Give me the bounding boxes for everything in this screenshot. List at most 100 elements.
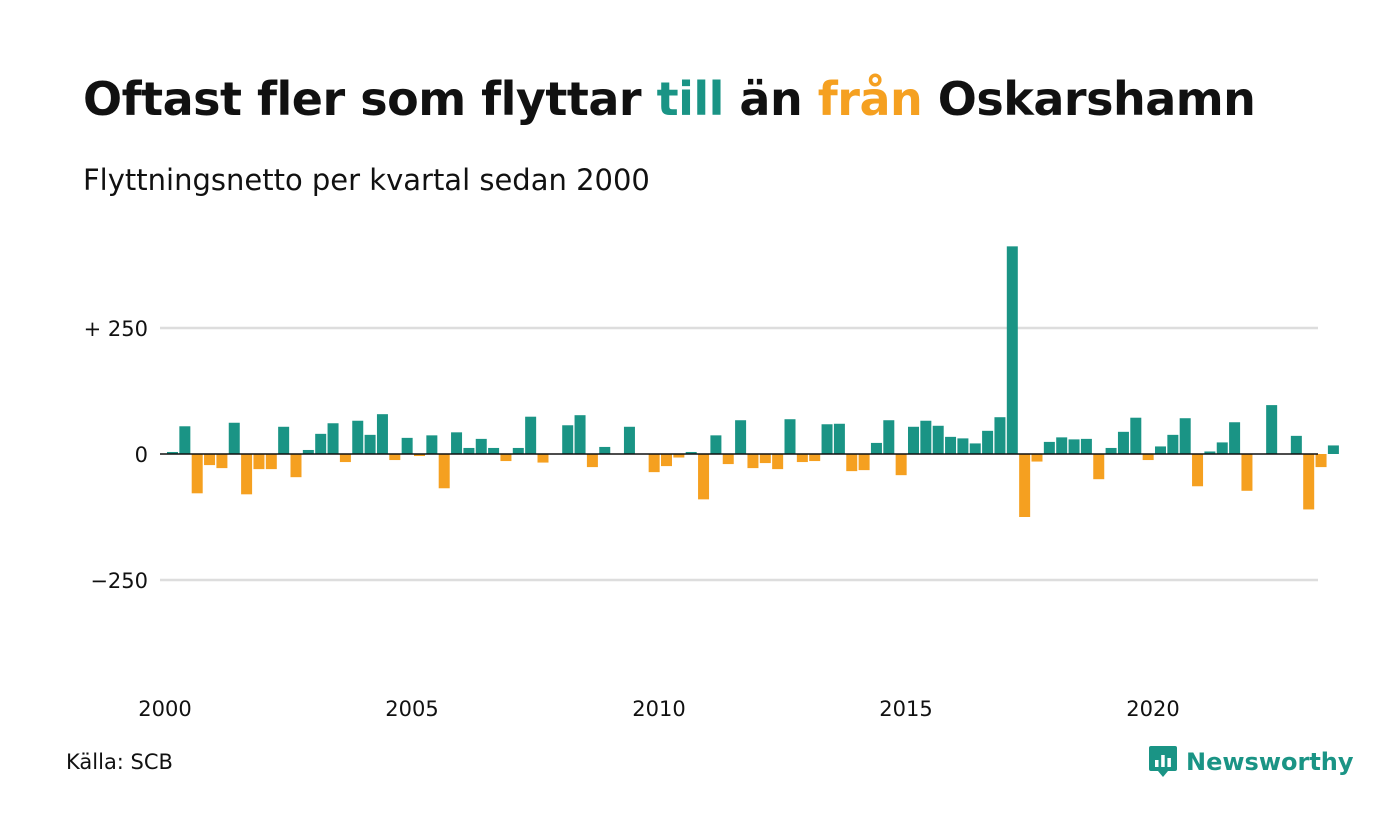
- bar: [364, 434, 376, 454]
- bar: [1204, 451, 1216, 454]
- bar: [759, 454, 771, 464]
- bar: [389, 454, 401, 461]
- bar: [1266, 405, 1278, 454]
- bar: [191, 454, 203, 494]
- bar: [599, 446, 611, 454]
- bar: [895, 454, 907, 476]
- y-tick-label: 0: [135, 443, 148, 467]
- grid-lines: [160, 326, 1318, 582]
- bar: [1216, 442, 1228, 454]
- bar: [1068, 439, 1080, 454]
- bar: [339, 454, 351, 463]
- bar: [809, 454, 821, 462]
- brand-name: Newsworthy: [1186, 748, 1354, 776]
- chart-title: Oftast fler som flyttar till än från Osk…: [83, 72, 1256, 126]
- bar: [278, 426, 290, 454]
- bar: [1142, 454, 1154, 461]
- bar: [352, 420, 364, 454]
- bar: [1192, 454, 1204, 487]
- bar: [932, 425, 944, 454]
- bar: [167, 451, 178, 454]
- bar: [488, 447, 500, 454]
- bar: [463, 447, 475, 454]
- bar: [500, 454, 512, 462]
- x-tick-label: 2000: [138, 697, 191, 721]
- bar: [315, 433, 327, 454]
- bar: [846, 454, 858, 472]
- bar: [735, 420, 747, 454]
- bar: [228, 422, 240, 454]
- bar: [1130, 417, 1142, 454]
- axes: + 250 0 −250 2000 2005 2010 2015 2020: [84, 317, 1318, 721]
- bar: [1056, 437, 1068, 454]
- newsworthy-logo-icon: [1149, 746, 1177, 777]
- brand-logo: Newsworthy: [1148, 744, 1354, 780]
- bar: [722, 454, 734, 465]
- bar: [661, 454, 672, 467]
- bar: [204, 454, 216, 466]
- bar: [945, 436, 957, 454]
- bar: [698, 454, 710, 500]
- bar: [1290, 435, 1302, 454]
- bar: [821, 424, 833, 454]
- bar: [1167, 434, 1179, 454]
- bar: [920, 420, 932, 454]
- bar: [451, 432, 463, 454]
- bar: [673, 454, 685, 458]
- bar: [772, 454, 784, 470]
- bar: [376, 414, 388, 454]
- bar: [796, 454, 808, 463]
- source-note: Källa: SCB: [66, 750, 173, 774]
- bar: [1241, 454, 1253, 491]
- bar: [537, 454, 549, 463]
- bar: [623, 426, 635, 454]
- bar: [1043, 441, 1055, 454]
- bar: [574, 415, 586, 454]
- bar: [870, 442, 882, 454]
- bar: [747, 454, 759, 469]
- bar: [525, 416, 537, 454]
- title-text-3: Oskarshamn: [922, 72, 1256, 126]
- bars: [167, 246, 1339, 517]
- bar: [241, 454, 253, 495]
- bar: [1117, 431, 1129, 454]
- y-tick-label: −250: [90, 569, 148, 593]
- bar: [858, 454, 870, 471]
- bar: [1155, 446, 1166, 454]
- title-text-1: Oftast fler som flyttar: [83, 72, 657, 126]
- bar: [562, 425, 574, 454]
- title-text-2: än: [723, 72, 818, 126]
- bar: [401, 437, 413, 454]
- bar: [969, 443, 981, 454]
- bar: [1303, 454, 1315, 510]
- bar: [1229, 422, 1241, 454]
- y-tick-label: + 250: [84, 317, 148, 341]
- x-tick-label: 2020: [1126, 697, 1179, 721]
- bar: [302, 449, 314, 454]
- bar: [1315, 454, 1327, 468]
- bar: [710, 435, 722, 454]
- bar: [1031, 454, 1043, 462]
- bar: [833, 423, 845, 454]
- bar: [290, 454, 302, 478]
- bar: [475, 438, 487, 454]
- bar: [414, 454, 425, 457]
- x-tick-label: 2010: [632, 697, 685, 721]
- title-highlight-fran: från: [817, 72, 923, 126]
- title-highlight-till: till: [656, 72, 725, 126]
- bar: [1093, 454, 1105, 480]
- bar: [957, 438, 969, 454]
- bar: [994, 417, 1006, 454]
- x-tick-label: 2005: [385, 697, 438, 721]
- bar: [1327, 445, 1339, 454]
- chart-subtitle: Flyttningsnetto per kvartal sedan 2000: [83, 163, 650, 197]
- bar: [883, 420, 895, 454]
- bar: [512, 447, 524, 454]
- bar: [648, 454, 660, 473]
- bar: [908, 426, 919, 454]
- bar: [253, 454, 265, 470]
- bar: [438, 454, 450, 489]
- bar: [426, 435, 438, 454]
- bar: [1006, 246, 1018, 454]
